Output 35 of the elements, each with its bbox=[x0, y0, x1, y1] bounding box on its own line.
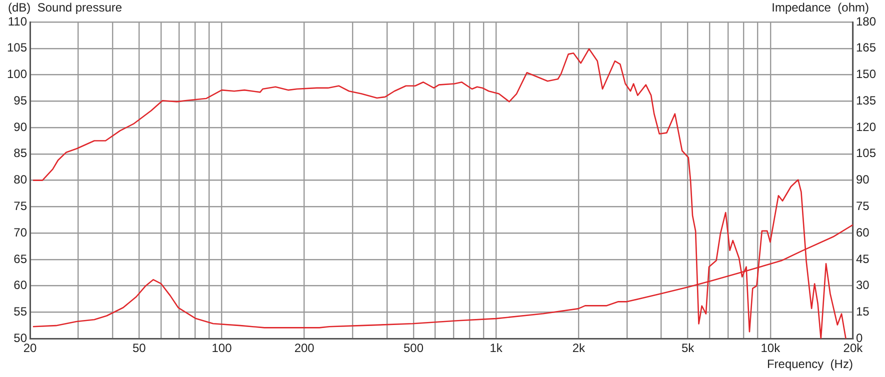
y-tick-label: 70 bbox=[14, 225, 28, 240]
y2-tick-label: 30 bbox=[856, 278, 870, 292]
x-tick-label: 1k bbox=[490, 341, 504, 356]
y2-axis-title: Impedance (ohm) bbox=[772, 0, 869, 14]
y-tick-label: 110 bbox=[8, 14, 28, 28]
y-axis-title: (dB) Sound pressure bbox=[8, 0, 122, 14]
x-tick-label: 500 bbox=[403, 341, 424, 356]
y2-tick-label: 45 bbox=[856, 252, 870, 266]
x-tick-label: 100 bbox=[212, 341, 232, 356]
y-tick-label: 75 bbox=[14, 198, 28, 213]
y-tick-label: 60 bbox=[14, 278, 28, 292]
y2-tick-label: 60 bbox=[856, 225, 870, 240]
x-tick-label: 10k bbox=[760, 341, 782, 356]
x-tick-label: 50 bbox=[132, 341, 146, 356]
x-axis-title: Frequency (Hz) bbox=[766, 356, 853, 371]
y2-tick-label: 135 bbox=[856, 93, 876, 108]
y2-tick-label: 75 bbox=[856, 198, 870, 213]
y-tick-label: 55 bbox=[14, 304, 28, 319]
y2-tick-label: 90 bbox=[856, 172, 870, 187]
y-tick-label: 80 bbox=[14, 172, 28, 187]
x-tick-label: 5k bbox=[681, 341, 696, 356]
y-tick-label: 85 bbox=[14, 146, 28, 160]
y-tick-label: 100 bbox=[6, 67, 28, 82]
y-tick-label: 65 bbox=[14, 252, 28, 266]
y2-tick-label: 120 bbox=[856, 120, 876, 134]
y2-tick-label: 15 bbox=[856, 304, 870, 319]
y-tick-label: 95 bbox=[14, 93, 28, 108]
x-tick-label: 200 bbox=[294, 341, 315, 356]
y-tick-label: 90 bbox=[14, 120, 28, 134]
y2-tick-label: 105 bbox=[856, 146, 876, 160]
y-tick-label: 105 bbox=[6, 40, 28, 55]
y2-tick-label: 165 bbox=[856, 40, 876, 55]
y2-tick-label: 180 bbox=[856, 14, 876, 28]
x-tick-label: 2k bbox=[572, 341, 586, 356]
y2-tick-label: 150 bbox=[856, 67, 876, 82]
